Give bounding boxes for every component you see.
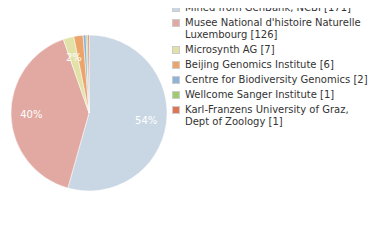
svg-text:2%: 2% [66,52,82,63]
html-text:Beijing Genomics Institute [6]: Beijing Genomics Institute [6] [185,59,334,70]
svg-text:54%: 54% [135,115,157,126]
html-text:Microsynth AG [7]: Microsynth AG [7] [185,44,275,55]
svg-text:40%: 40% [20,109,42,120]
html-text:Wellcome Sanger Institute [1]: Wellcome Sanger Institute [1] [185,89,335,100]
html-text:Centre for Biodiversity Genomi: Centre for Biodiversity Genomics [2] [185,74,368,85]
html-text:Karl-Franzens University of Gr: Karl-Franzens University of Graz, Dept o… [185,104,349,127]
html-text:Mined from GenBank, NCBI [171]: Mined from GenBank, NCBI [171] [185,2,351,13]
html-text:Musee National d'histoire Natu: Musee National d'histoire Naturelle Luxe… [185,17,361,40]
